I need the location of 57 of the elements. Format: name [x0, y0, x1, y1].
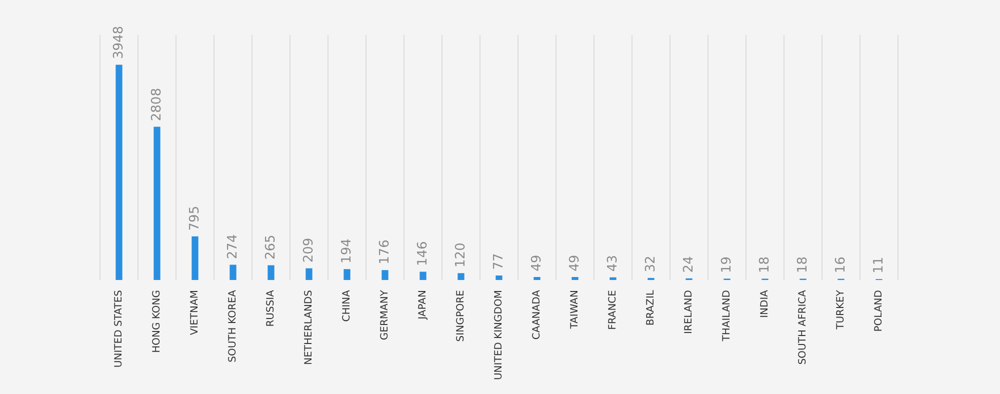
data-label: 146	[415, 241, 430, 266]
bar	[344, 269, 350, 280]
data-label: 24	[681, 256, 696, 273]
x-tick-label: TAIWAN	[570, 290, 581, 330]
bar	[534, 277, 540, 280]
data-label: 77	[491, 253, 506, 270]
data-label: 11	[871, 256, 886, 274]
data-label: 43	[605, 255, 620, 272]
x-tick-label: CHINA	[342, 290, 353, 322]
x-tick-label: INDIA	[760, 290, 771, 318]
data-label: 49	[529, 254, 544, 272]
data-label: 32	[643, 256, 658, 272]
data-label: 176	[377, 240, 392, 264]
x-tick-label: THAILAND	[722, 290, 733, 342]
bar	[306, 268, 312, 280]
data-label: 16	[833, 256, 848, 274]
bar	[268, 265, 274, 280]
bar	[192, 236, 198, 280]
x-tick-label: IRELAND	[684, 290, 695, 334]
bar	[496, 275, 502, 280]
x-tick-label: BRAZIL	[646, 290, 657, 326]
data-label: 18	[795, 256, 810, 274]
x-tick-label: SINGPORE	[456, 290, 467, 342]
data-label: 209	[301, 238, 316, 263]
bar	[648, 278, 654, 280]
data-label: 120	[453, 242, 468, 268]
bar	[230, 264, 236, 280]
x-tick-label: RUSSIA	[266, 290, 277, 327]
x-tick-label: POLAND	[874, 290, 885, 332]
bar	[610, 277, 616, 280]
data-label: 49	[567, 254, 582, 272]
bar	[154, 126, 160, 280]
bar	[382, 270, 388, 280]
bar	[572, 277, 578, 280]
x-tick-label: GERMANY	[380, 289, 391, 340]
data-label: 265	[263, 234, 278, 260]
x-tick-label: FRANCE	[608, 290, 619, 330]
data-label: 2808	[149, 88, 164, 122]
bar	[420, 272, 426, 280]
x-tick-label: SOUTH KOREA	[228, 290, 239, 362]
x-tick-label: UNITED KINGDOM	[494, 290, 505, 380]
data-label: 3948	[111, 26, 126, 60]
x-tick-label: CAANADA	[532, 290, 543, 340]
data-label: 19	[719, 256, 734, 273]
data-label: 274	[225, 234, 240, 260]
data-label: 795	[187, 206, 202, 231]
x-tick-label: JAPAN	[418, 290, 429, 320]
data-label: 194	[339, 238, 354, 264]
x-tick-label: TURKEY	[836, 289, 847, 330]
data-label: 18	[757, 256, 772, 274]
x-tick-label: UNITED STATES	[114, 290, 125, 368]
x-tick-label: SOUTH AFRICA	[798, 290, 809, 365]
bar	[458, 273, 464, 280]
x-tick-label: HONG KONG	[152, 290, 163, 353]
x-tick-label: NETHERLANDS	[304, 290, 315, 365]
bar	[116, 64, 122, 280]
x-tick-label: VIETNAM	[190, 290, 201, 336]
